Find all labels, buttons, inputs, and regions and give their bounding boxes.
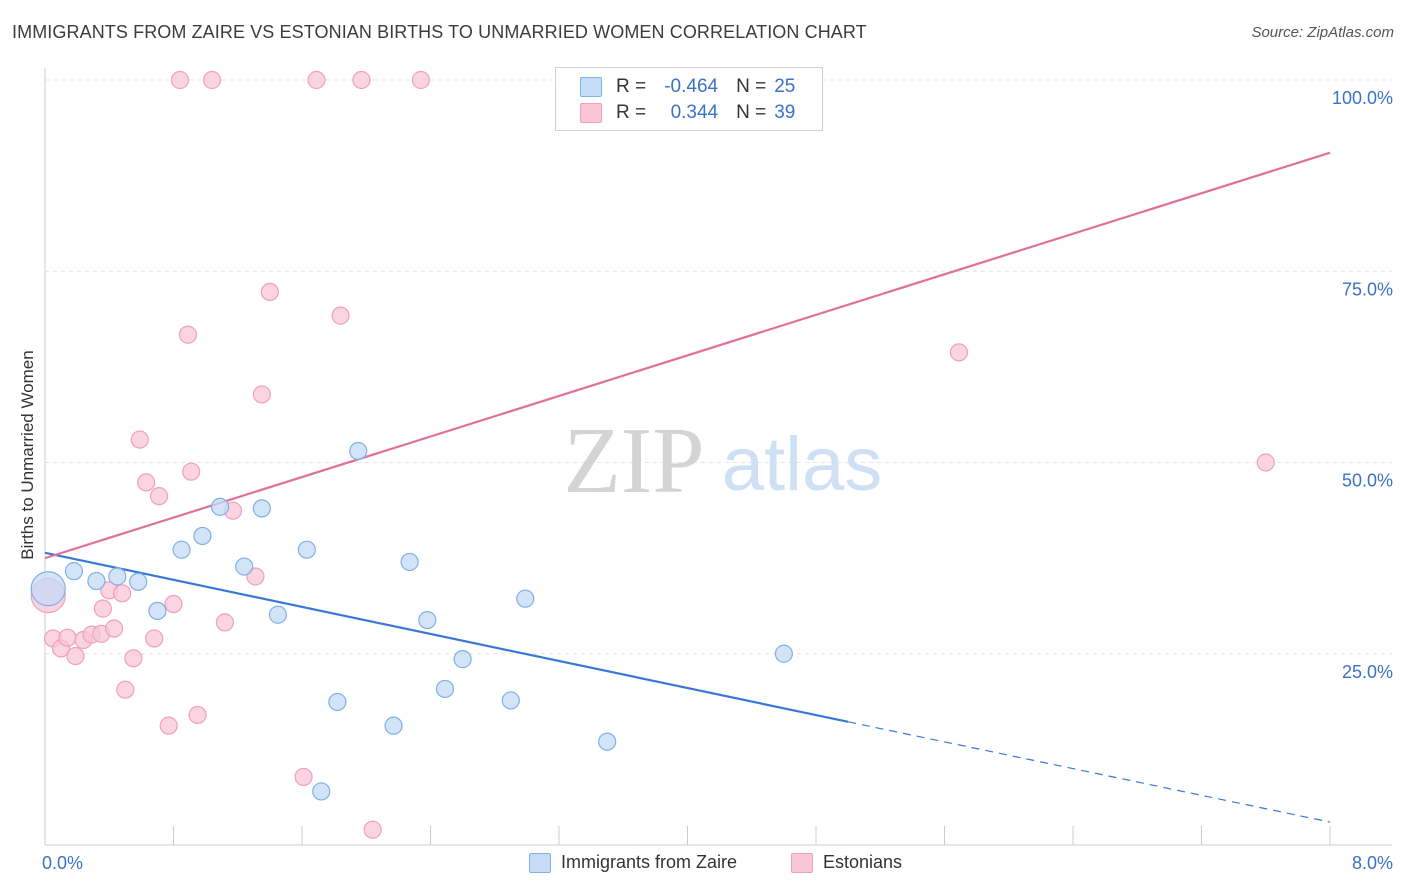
point-estonians [182, 462, 201, 481]
point-zaire [328, 692, 347, 712]
grid-lines [45, 79, 1392, 655]
point-estonians [352, 70, 371, 90]
point-zaire [64, 562, 84, 581]
n-value: 25 [774, 76, 796, 97]
point-estonians [145, 629, 164, 648]
x-tick-label: 8.0% [1352, 853, 1393, 873]
point-zaire [435, 679, 455, 699]
y-tick-label: 100.0% [1332, 88, 1393, 108]
y-axis-label: Births to Unmarried Women [18, 350, 37, 560]
watermark-atlas: atlas [722, 422, 883, 507]
point-zaire [172, 540, 191, 559]
point-estonians [294, 767, 313, 787]
point-estonians [307, 70, 326, 90]
point-estonians [252, 385, 271, 404]
x-tick-label: 0.0% [42, 853, 83, 873]
point-estonians [66, 646, 85, 666]
point-estonians [116, 680, 135, 699]
blue-swatch [580, 77, 602, 97]
trend-line-estonians [44, 151, 1331, 560]
point-estonians [170, 70, 190, 90]
legend-item-estonians: Estonians [791, 852, 902, 873]
y-tick-label: 75.0% [1342, 279, 1393, 299]
point-zaire [252, 499, 271, 518]
legend-label: Immigrants from Zaire [561, 852, 738, 872]
trend-lines [44, 151, 1331, 823]
point-zaire [30, 571, 66, 607]
source-label: Source: ZipAtlas.com [1251, 24, 1394, 41]
trend-line-zaire [44, 551, 849, 723]
r-label: R = [616, 102, 647, 123]
point-zaire [400, 552, 419, 572]
point-zaire [268, 605, 288, 624]
point-estonians [215, 613, 234, 632]
point-zaire [312, 782, 331, 801]
point-estonians [104, 619, 124, 638]
point-zaire [193, 526, 212, 546]
point-estonians [188, 705, 207, 725]
point-estonians [331, 306, 350, 325]
y-axis-label-wrap: Births to Unmarried Women [16, 330, 40, 580]
point-estonians [58, 628, 77, 647]
point-estonians [1256, 453, 1275, 472]
n-label: N = [736, 102, 767, 123]
pink-swatch [791, 852, 813, 873]
tick-labels: 25.0% 50.0% 75.0% 100.0% 0.0% 8.0% [42, 88, 1393, 873]
point-estonians [202, 70, 222, 90]
point-zaire [501, 691, 520, 710]
point-zaire [598, 732, 617, 751]
point-estonians [137, 473, 156, 492]
point-zaire [235, 557, 254, 576]
point-zaire [108, 567, 127, 586]
point-estonians [112, 584, 132, 603]
point-zaire [453, 650, 472, 669]
n-label: N = [736, 76, 767, 97]
blue-swatch [529, 852, 551, 873]
point-zaire [349, 441, 368, 461]
point-estonians [178, 325, 198, 344]
pink-swatch [580, 103, 602, 123]
point-estonians [363, 820, 382, 839]
chart-title: IMMIGRANTS FROM ZAIRE VS ESTONIAN BIRTHS… [12, 22, 867, 42]
r-value: -0.464 [664, 76, 719, 97]
legend-item-zaire: Immigrants from Zaire [529, 852, 737, 873]
stats-row-estonians: R = 0.344 N = 39 [580, 101, 795, 125]
point-estonians [411, 70, 430, 90]
point-estonians [124, 649, 143, 668]
point-zaire [774, 644, 793, 663]
point-estonians [130, 430, 149, 449]
r-label: R = [616, 76, 647, 97]
point-estonians [159, 716, 178, 735]
point-zaire [210, 497, 230, 516]
series-legend: Immigrants from Zaire Estonians [0, 852, 1406, 876]
watermark-zip: ZIP [564, 409, 705, 513]
watermark: ZIP atlas [564, 409, 883, 513]
trend-line-zaire-extension [848, 721, 1331, 823]
y-tick-label: 25.0% [1342, 662, 1393, 682]
point-zaire [148, 601, 167, 621]
legend-label: Estonians [823, 852, 903, 872]
n-value: 39 [774, 102, 796, 123]
point-estonians [260, 282, 279, 302]
point-estonians [93, 599, 112, 618]
point-zaire [384, 716, 403, 735]
point-zaire [418, 610, 437, 630]
axes [44, 68, 1392, 846]
r-value: 0.344 [670, 102, 719, 123]
y-tick-label: 50.0% [1342, 471, 1393, 491]
point-estonians [149, 487, 169, 506]
point-zaire [297, 540, 316, 559]
data-points [30, 70, 1275, 839]
point-zaire [129, 572, 148, 591]
point-estonians [949, 343, 969, 362]
stats-row-zaire: R = -0.464 N = 25 [580, 75, 795, 99]
point-zaire [516, 589, 535, 608]
point-zaire [87, 571, 106, 591]
stats-legend: R = -0.464 N = 25 R = 0.344 N = 39 [555, 67, 823, 131]
point-estonians [164, 594, 183, 614]
